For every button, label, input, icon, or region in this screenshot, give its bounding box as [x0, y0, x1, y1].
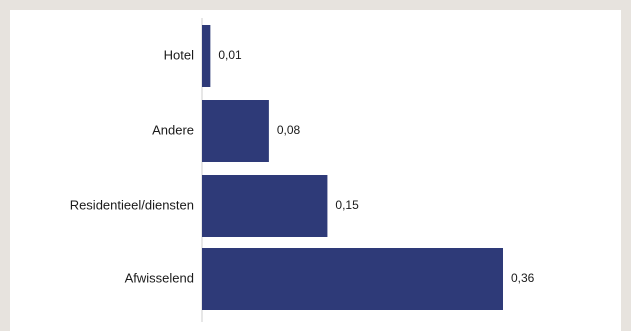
bar-afwisselend — [202, 248, 503, 310]
value-label: 0,15 — [335, 198, 359, 212]
category-label: Hotel — [164, 47, 194, 62]
category-label: Residentieel/diensten — [70, 197, 194, 212]
bar-andere — [202, 100, 269, 162]
value-label: 0,08 — [277, 123, 301, 137]
value-label: 0,01 — [218, 48, 242, 62]
value-label: 0,36 — [511, 271, 535, 285]
bar-hotel — [202, 25, 211, 87]
bars-group: Hotel 0,01 Andere 0,08 Residentieel/diensten… — [70, 25, 535, 310]
bar-chart: Hotel 0,01 Andere 0,08 Residentieel/diensten… — [70, 18, 535, 322]
bar-residentieel-diensten — [202, 175, 328, 237]
category-label: Andere — [152, 122, 194, 137]
category-label: Afwisselend — [125, 270, 194, 285]
chart-panel: Hotel 0,01 Andere 0,08 Residentieel/diensten… — [10, 10, 621, 331]
